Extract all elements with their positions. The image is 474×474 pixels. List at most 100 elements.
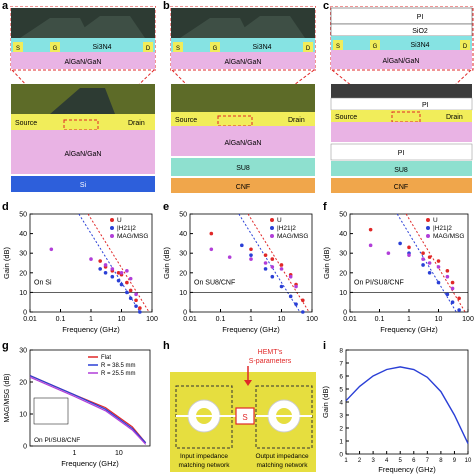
data-point-MAGMSG [407,253,411,257]
legend-marker [270,226,274,230]
h21-fit-line [78,213,141,313]
c-pi-mid-label: PI [422,102,429,109]
data-point-U [134,298,138,303]
legend-label: U [117,217,122,224]
c-s-label: S [336,44,340,50]
b-drain-label: Drain [288,117,305,124]
data-point-U [98,259,102,263]
data-point-H212 [119,282,124,287]
panel-label-d: d [2,201,9,213]
y-tick-label: 0 [339,452,343,459]
data-point-MAGMSG [386,251,391,255]
data-point-MAGMSG [209,247,214,252]
data-point-MAGMSG [436,265,441,269]
h-input-2: matching network [179,462,231,469]
data-point-H212 [125,290,129,295]
data-point-U [125,280,129,285]
a-algan2-label: AlGaN/GaN [65,151,102,158]
plot-annotation: On Si [34,280,52,287]
data-point-H212 [436,280,441,285]
legend-marker [426,226,430,230]
legend-marker [270,234,274,238]
y-tick-label: 3 [339,413,343,420]
panel-label-i: i [323,340,327,352]
data-point-U [279,263,284,267]
y-tick-label: 6 [339,374,343,381]
y-tick-label: 30 [19,251,27,258]
x-tick-label: 8 [439,458,443,464]
plot-frame [345,349,469,455]
x-tick-label: 0.01 [183,316,197,323]
legend-label: U [433,217,438,224]
data-point-H212 [421,263,425,267]
x-tick-label: 3 [371,458,375,464]
h21-fit-line [396,213,457,313]
legend-label: |H21|2 [433,225,452,232]
a-substrate-label: Si [80,182,87,189]
y-tick-label: 10 [19,412,27,419]
h-title-2: S-parameters [249,358,292,365]
plot-annotation: On SU8/CNF [194,280,235,287]
y-tick-label: 0 [343,310,347,317]
c-g-label: G [373,44,378,50]
panel-h-circuit: HEMT's S-parameters S Input impedance ma… [170,349,316,472]
x-tick-label: 0.1 [375,316,385,323]
y-tick-label: 10 [339,290,347,297]
b-algan2-label: AlGaN/GaN [225,140,262,147]
data-point-H212 [249,253,253,257]
data-point-U [457,296,461,301]
b-d-label: D [306,46,311,52]
x-tick-label: 100 [146,316,158,323]
y-tick-label: 0 [23,444,27,451]
h-s-box: S [242,413,247,422]
y-tick-label: 20 [179,270,187,277]
legend-marker [426,234,430,238]
legend-marker [426,218,430,222]
y-tick-label: 10 [179,290,187,297]
inset-plot [33,397,69,425]
data-point-H212 [270,274,275,279]
data-point-U [421,251,425,255]
x-tick-label: 1 [73,450,77,457]
b-s-label: S [176,46,180,52]
plot-annotation: On PI/SU8/CNF [354,280,404,287]
y-tick-label: 1 [339,439,343,446]
c-algan-label: AlGaN/GaN [383,58,420,65]
b-g-label: G [213,46,218,52]
legend-marker [110,218,114,222]
data-point-U [407,245,411,250]
c-d-label: D [463,44,468,50]
legend-label: MAG/MSG [117,233,148,240]
data-point-MAGMSG [119,271,124,275]
data-point-H212 [288,294,293,299]
data-point-H212 [128,296,133,301]
y-tick-label: 0 [183,310,187,317]
h-output-2: matching network [257,462,309,469]
data-point-U [301,298,305,303]
a-drain-label: Drain [128,120,145,127]
x-tick-label: 100 [462,316,474,323]
y-axis-label: Gain (dB) [162,246,171,279]
data-point-MAGMSG [49,247,54,252]
data-point-MAGMSG [288,274,293,279]
legend-label: R = 38.5 mm [101,363,136,369]
a-algan-label: AlGaN/GaN [65,59,102,66]
x-axis-label: Frequency (GHz) [222,325,280,334]
data-point-MAGMSG [89,257,93,261]
u-fit-line [87,213,150,313]
panel-label-f: f [323,201,327,213]
data-point-MAGMSG [249,257,253,261]
data-point-MAGMSG [128,276,133,281]
x-tick-label: 1 [249,316,253,323]
data-point-MAGMSG [134,292,138,297]
u-fit-line [247,213,310,313]
y-tick-label: 40 [19,231,27,238]
y-tick-label: 5 [339,387,343,394]
data-point-MAGMSG [263,261,268,265]
u-fit-line [405,213,466,313]
data-point-U [209,231,214,236]
x-tick-label: 0.1 [56,316,66,323]
c-pi-top-label: PI [417,14,424,21]
data-point-U [427,255,432,259]
